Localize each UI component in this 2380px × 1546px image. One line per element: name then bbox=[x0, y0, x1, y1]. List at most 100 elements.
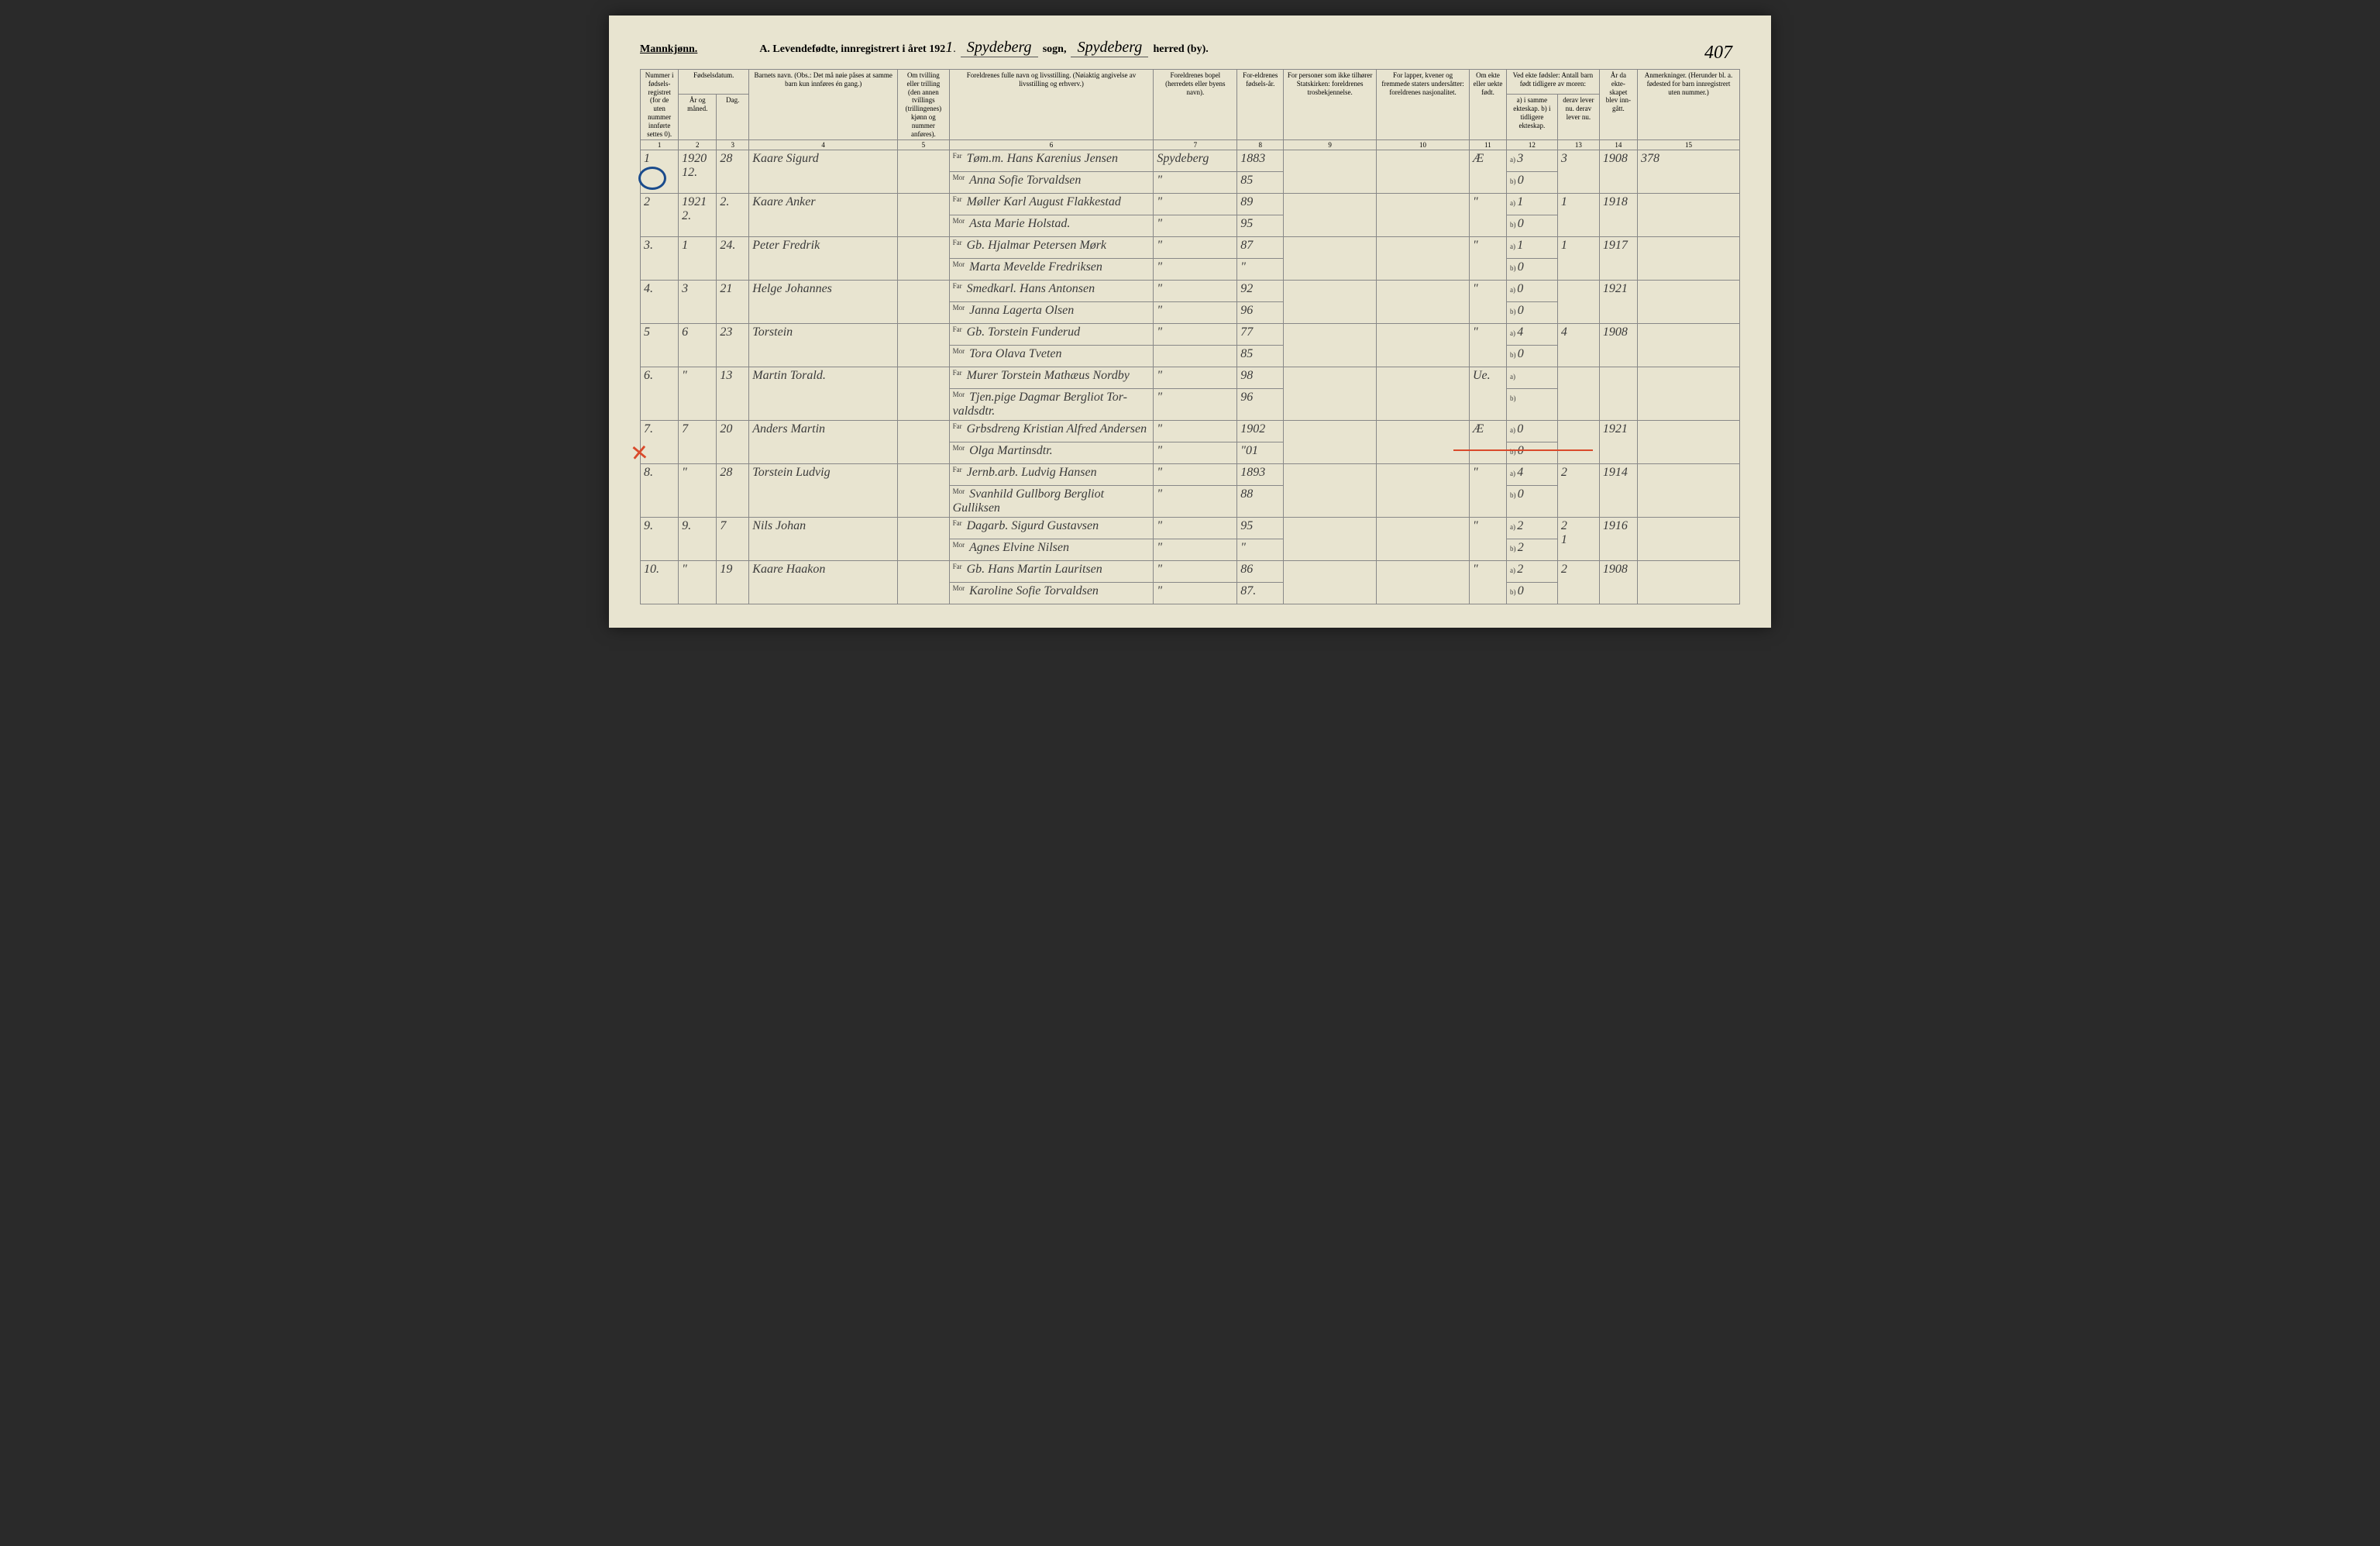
cell-birthyear-far: 95 bbox=[1237, 518, 1284, 539]
colnum: 10 bbox=[1377, 140, 1470, 150]
cell-nationality bbox=[1377, 237, 1470, 281]
cell-year-month: 9. bbox=[679, 518, 717, 561]
cell-year-month: 1921 2. bbox=[679, 194, 717, 237]
col-header-5: Om tvilling eller trilling (den annen tv… bbox=[898, 70, 950, 140]
cell-remarks bbox=[1638, 367, 1740, 421]
cell-marriage-year: 1914 bbox=[1599, 464, 1637, 518]
cell-count-a: a) bbox=[1506, 367, 1557, 389]
title-prefix: A. Levendefødte, innregistrert i året 19… bbox=[759, 43, 945, 56]
cell-bopel-far: " bbox=[1154, 194, 1237, 215]
table-body: 1 1920 12. 28 Kaare Sigurd FarTøm.m. Han… bbox=[641, 150, 1740, 604]
cell-child-name: Torstein bbox=[749, 324, 898, 367]
cell-religion bbox=[1284, 150, 1377, 194]
cell-father: FarGb. Torstein Funderud bbox=[949, 324, 1154, 346]
cell-father: FarGb. Hjalmar Petersen Mørk bbox=[949, 237, 1154, 259]
cell-day: 13 bbox=[717, 367, 749, 421]
cell-birthyear-far: 87 bbox=[1237, 237, 1284, 259]
cell-birthyear-far: 1883 bbox=[1237, 150, 1284, 172]
cell-count-a: a) 0 bbox=[1506, 281, 1557, 302]
col-header-9: For personer som ikke tilhører Statskirk… bbox=[1284, 70, 1377, 140]
cell-child-name: Helge Johannes bbox=[749, 281, 898, 324]
cell-year-month: 6 bbox=[679, 324, 717, 367]
cell-count-b: b) 0 bbox=[1506, 259, 1557, 281]
cell-nationality bbox=[1377, 324, 1470, 367]
cell-number: 8. bbox=[641, 464, 679, 518]
cell-father: FarSmedkarl. Hans Antonsen bbox=[949, 281, 1154, 302]
cell-father: FarMurer Torstein Mathæus Nordby bbox=[949, 367, 1154, 389]
colnum: 14 bbox=[1599, 140, 1637, 150]
cell-birthyear-mor: 87. bbox=[1237, 583, 1284, 604]
cell-remarks bbox=[1638, 194, 1740, 237]
cell-father: FarGrbsdreng Kristian Alfred Andersen bbox=[949, 421, 1154, 442]
cell-day: 23 bbox=[717, 324, 749, 367]
cell-father: FarGb. Hans Martin Lauritsen bbox=[949, 561, 1154, 583]
cell-lever: 1 bbox=[1557, 194, 1599, 237]
colnum: 1 bbox=[641, 140, 679, 150]
cell-bopel-far: " bbox=[1154, 237, 1237, 259]
cell-count-b: b) 0 bbox=[1506, 486, 1557, 518]
cell-remarks bbox=[1638, 421, 1740, 464]
colnum: 2 bbox=[679, 140, 717, 150]
cell-bopel-far: " bbox=[1154, 518, 1237, 539]
cell-count-a: a) 0 bbox=[1506, 421, 1557, 442]
table-row: 5 6 23 Torstein FarGb. Torstein Funderud… bbox=[641, 324, 1740, 346]
col-header-4: Barnets navn. (Obs.: Det må nøie påses a… bbox=[749, 70, 898, 140]
cell-father: FarTøm.m. Hans Karenius Jensen bbox=[949, 150, 1154, 172]
cell-count-b: b) 2 bbox=[1506, 539, 1557, 561]
colnum: 8 bbox=[1237, 140, 1284, 150]
table-row: 4. 3 21 Helge Johannes FarSmedkarl. Hans… bbox=[641, 281, 1740, 302]
cell-marriage-year: 1918 bbox=[1599, 194, 1637, 237]
cell-number: 6. bbox=[641, 367, 679, 421]
cell-bopel-mor: " bbox=[1154, 215, 1237, 237]
col-header-2: År og måned. bbox=[679, 95, 717, 140]
col-header-12-top: Ved ekte fødsler: Antall barn født tidli… bbox=[1506, 70, 1599, 95]
cell-marriage-year: 1921 bbox=[1599, 281, 1637, 324]
col-header-11: Om ekte eller uekte født. bbox=[1470, 70, 1507, 140]
cell-remarks bbox=[1638, 281, 1740, 324]
cell-ekte: " bbox=[1470, 194, 1507, 237]
cell-day: 24. bbox=[717, 237, 749, 281]
table-row: 10. " 19 Kaare Haakon FarGb. Hans Martin… bbox=[641, 561, 1740, 583]
cell-mother: MorAgnes Elvine Nilsen bbox=[949, 539, 1154, 561]
table-row: 2 1921 2. 2. Kaare Anker FarMøller Karl … bbox=[641, 194, 1740, 215]
cell-twin bbox=[898, 421, 950, 464]
cell-number: 1 bbox=[641, 150, 679, 194]
cell-bopel-mor: " bbox=[1154, 172, 1237, 194]
cell-number: 3. bbox=[641, 237, 679, 281]
cell-count-a: a) 2 bbox=[1506, 561, 1557, 583]
cell-child-name: Martin Torald. bbox=[749, 367, 898, 421]
cell-ekte: Æ bbox=[1470, 150, 1507, 194]
cell-mother: MorJanna Lagerta Olsen bbox=[949, 302, 1154, 324]
cell-twin bbox=[898, 561, 950, 604]
cell-bopel-mor: " bbox=[1154, 539, 1237, 561]
cell-father: FarMøller Karl August Flakkestad bbox=[949, 194, 1154, 215]
cell-child-name: Torstein Ludvig bbox=[749, 464, 898, 518]
cell-lever: 2 bbox=[1557, 464, 1599, 518]
cell-remarks bbox=[1638, 237, 1740, 281]
cell-mother: MorSvanhild Gullborg Bergliot Gulliksen bbox=[949, 486, 1154, 518]
cell-religion bbox=[1284, 421, 1377, 464]
cell-mother: MorAnna Sofie Torvaldsen bbox=[949, 172, 1154, 194]
table-row: 1 1920 12. 28 Kaare Sigurd FarTøm.m. Han… bbox=[641, 150, 1740, 172]
cell-marriage-year: 1908 bbox=[1599, 561, 1637, 604]
cell-ekte: " bbox=[1470, 518, 1507, 561]
sogn-label: sogn, bbox=[1043, 43, 1067, 56]
col-header-14: År da ekte-skapet blev inn-gått. bbox=[1599, 70, 1637, 140]
cell-bopel-mor bbox=[1154, 346, 1237, 367]
cell-day: 7 bbox=[717, 518, 749, 561]
cell-bopel-mor: " bbox=[1154, 442, 1237, 464]
cell-child-name: Kaare Anker bbox=[749, 194, 898, 237]
cell-marriage-year: 1908 bbox=[1599, 150, 1637, 194]
cell-religion bbox=[1284, 561, 1377, 604]
cell-day: 2. bbox=[717, 194, 749, 237]
cell-child-name: Anders Martin bbox=[749, 421, 898, 464]
colnum: 12 bbox=[1506, 140, 1557, 150]
cell-count-a: a) 3 bbox=[1506, 150, 1557, 172]
herred-label: herred (by). bbox=[1153, 43, 1208, 56]
cell-number: 2 bbox=[641, 194, 679, 237]
table-row: 3. 1 24. Peter Fredrik FarGb. Hjalmar Pe… bbox=[641, 237, 1740, 259]
cell-number: 5 bbox=[641, 324, 679, 367]
cell-mother: MorTora Olava Tveten bbox=[949, 346, 1154, 367]
cell-birthyear-mor: "01 bbox=[1237, 442, 1284, 464]
cell-religion bbox=[1284, 237, 1377, 281]
